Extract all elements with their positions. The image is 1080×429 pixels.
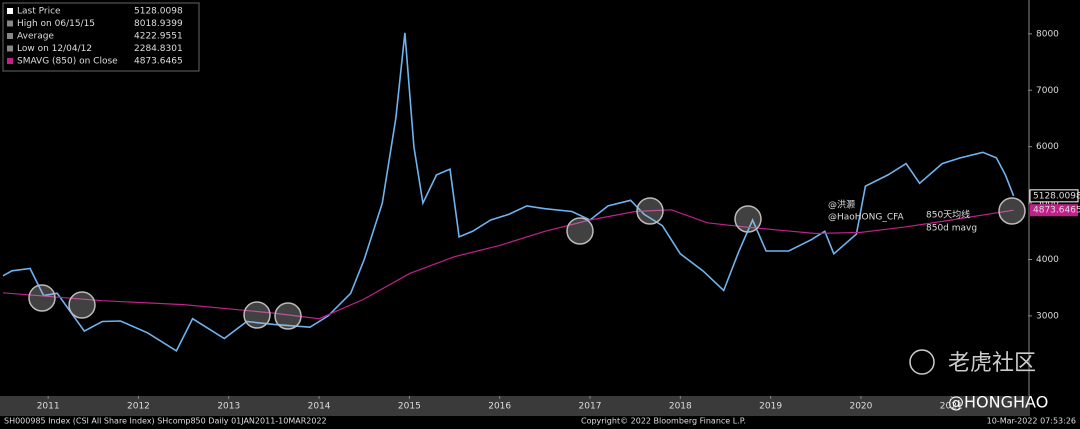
x-tick-label: 2021 <box>940 402 963 412</box>
circle <box>274 302 302 330</box>
watermark: 老虎社区 <box>948 351 1036 376</box>
y-tick-label: 5000 <box>1036 199 1059 209</box>
last-value-label: 5128.0098 <box>1033 191 1080 201</box>
highlight-circles <box>28 197 1026 330</box>
legend-label: High on 06/15/15 <box>17 19 95 29</box>
x-tick-label: 2016 <box>488 402 511 412</box>
last-value-box <box>1029 189 1079 203</box>
x-axis-strip <box>0 396 1030 416</box>
circle <box>28 284 56 312</box>
x-tick-label: 2013 <box>217 402 240 412</box>
circle <box>243 301 271 329</box>
circle <box>68 291 96 319</box>
x-tick-label: 2019 <box>759 402 782 412</box>
series-line <box>2 209 1014 320</box>
legend-value: 5128.0098 <box>134 7 183 17</box>
x-tick-label: 2020 <box>849 402 872 412</box>
annotation: @洪灏 <box>828 199 855 211</box>
legend-value: 4222.9551 <box>134 32 183 42</box>
annotation: 850天均线 <box>926 209 970 221</box>
plot <box>2 32 1015 353</box>
legend-label: Last Price <box>17 7 61 17</box>
last-value-box <box>1030 204 1078 217</box>
legend-label: Average <box>17 32 54 42</box>
y-tick-label: 6000 <box>1036 142 1059 152</box>
annotation: @HaoHONG_CFA <box>828 213 904 223</box>
footer: SH000985 Index (CSI All Share Index) SHc… <box>4 417 327 426</box>
x-tick-label: 2017 <box>579 402 602 412</box>
legend-label: SMAVG (850) on Close <box>17 57 118 67</box>
x-tick-label: 2012 <box>127 402 150 412</box>
last-value-label: 4873.6465 <box>1033 206 1080 216</box>
x-tick-label: 2018 <box>669 402 692 412</box>
legend-value: 8018.9399 <box>134 19 183 29</box>
series-line <box>2 32 1015 353</box>
y-tick-label: 3000 <box>1036 311 1059 321</box>
x-tick-label: 2014 <box>308 402 331 412</box>
circle <box>566 217 594 245</box>
legend: Last Price 5128.0098 High on 06/15/15 8018.… <box>7 7 183 67</box>
legend-swatch <box>7 20 13 27</box>
legend-value: 2284.8301 <box>134 44 183 54</box>
circle <box>734 205 762 233</box>
legend-swatch <box>7 8 13 14</box>
watermark-logo <box>909 349 935 375</box>
footer: 10-Mar-2022 07:53:26 <box>987 417 1076 426</box>
y-tick-label: 7000 <box>1036 86 1059 96</box>
legend-label: Low on 12/04/12 <box>17 44 92 54</box>
circle <box>636 197 664 225</box>
footer: Copyright© 2022 Bloomberg Finance L.P. <box>581 417 746 426</box>
legend-box <box>2 2 200 72</box>
x-tick-label: 2015 <box>398 402 421 412</box>
x-tick-label: 2011 <box>37 402 60 412</box>
y-tick-label: 4000 <box>1036 255 1059 265</box>
annotation: 850d mavg <box>926 224 977 234</box>
y-tick-label: 8000 <box>1036 29 1059 39</box>
legend-swatch <box>7 33 13 39</box>
watermark: @HONGHAO <box>948 393 1048 412</box>
legend-swatch <box>7 45 13 52</box>
legend-swatch <box>7 58 13 64</box>
legend-value: 4873.6465 <box>134 57 183 67</box>
circle <box>998 197 1026 225</box>
